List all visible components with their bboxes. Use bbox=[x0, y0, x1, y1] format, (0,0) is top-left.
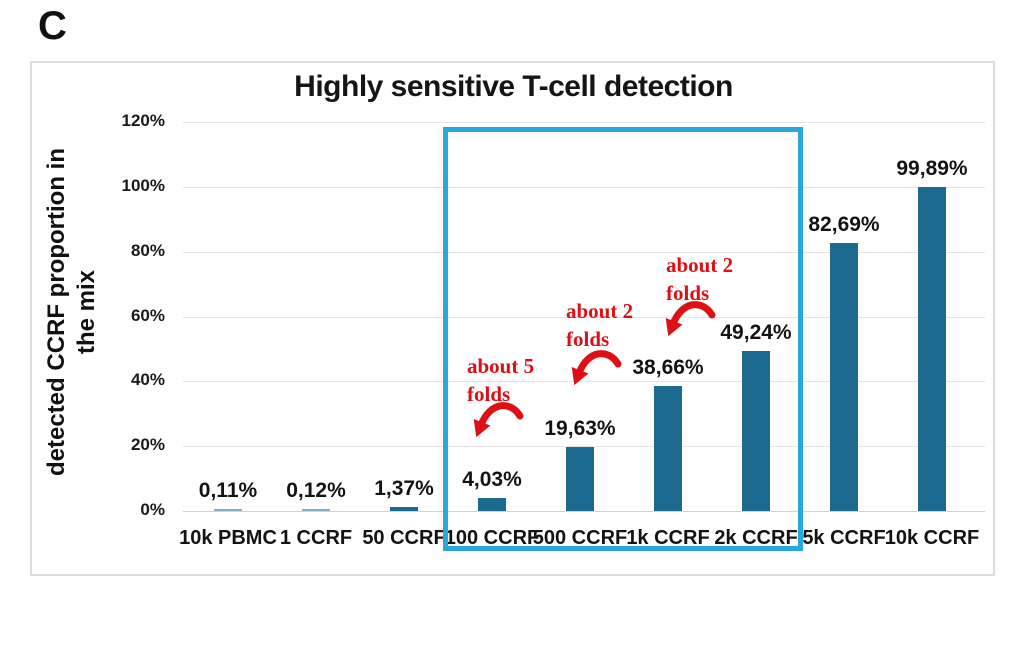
annotation-line1: about 5 bbox=[467, 354, 535, 378]
bar bbox=[214, 509, 242, 511]
bar-value-label: 99,89% bbox=[896, 157, 968, 181]
y-tick-label: 20% bbox=[130, 435, 165, 455]
chart-title: Highly sensitive T-cell detection bbox=[294, 70, 733, 103]
bar bbox=[566, 447, 594, 511]
annotation-text: about 5 folds bbox=[467, 352, 534, 408]
x-tick-label: 100 CCRF bbox=[444, 527, 540, 549]
bar bbox=[830, 242, 858, 511]
bar bbox=[390, 506, 418, 511]
gridline bbox=[183, 316, 985, 318]
x-tick-label: 10k CCRF bbox=[884, 527, 980, 549]
x-tick-label: 500 CCRF bbox=[532, 527, 628, 549]
y-tick-label: 100% bbox=[121, 175, 165, 195]
annotation-line1: about 2 bbox=[566, 299, 634, 323]
bar-value-label: 82,69% bbox=[808, 212, 880, 236]
annotation-line2: folds bbox=[467, 382, 511, 406]
y-tick-label: 40% bbox=[130, 370, 165, 390]
bar-value-label: 0,12% bbox=[286, 479, 346, 502]
curved-arrow-icon bbox=[473, 402, 524, 438]
bar bbox=[918, 187, 946, 511]
gridline bbox=[183, 122, 985, 123]
x-tick-label: 1 CCRF bbox=[279, 527, 353, 549]
x-tick-label: 50 CCRF bbox=[362, 527, 446, 549]
bar bbox=[478, 497, 506, 511]
gridline bbox=[183, 511, 985, 512]
y-axis-title-line1: detected CCRF proportion in bbox=[43, 148, 70, 476]
y-tick-label: 60% bbox=[130, 305, 165, 325]
annotation-line1: about 2 bbox=[666, 253, 734, 277]
y-tick-label: 80% bbox=[130, 240, 165, 260]
curved-arrow-icon bbox=[665, 301, 716, 337]
highlight-box bbox=[443, 127, 803, 551]
bar-value-label: 0,11% bbox=[198, 479, 258, 502]
bar-value-label: 19,63% bbox=[544, 417, 616, 441]
bar-value-label: 38,66% bbox=[632, 355, 704, 379]
bar-value-label: 4,03% bbox=[462, 467, 522, 491]
annotation-text: about 2 folds bbox=[666, 251, 733, 307]
annotation-line2: folds bbox=[666, 281, 710, 305]
curved-arrow-icon bbox=[571, 350, 622, 386]
annotation-text: about 2 folds bbox=[566, 297, 633, 353]
x-tick-label: 5k CCRF bbox=[802, 527, 886, 549]
bar bbox=[654, 385, 682, 511]
x-tick-label: 2k CCRF bbox=[714, 527, 798, 549]
gridline bbox=[183, 186, 985, 188]
annotation-line2: folds bbox=[566, 327, 610, 351]
y-tick-label: 120% bbox=[121, 111, 165, 130]
x-tick-label: 1k CCRF bbox=[626, 527, 710, 549]
y-tick-label: 0% bbox=[140, 500, 165, 519]
bar bbox=[302, 509, 330, 511]
gridline bbox=[183, 446, 985, 448]
gridline bbox=[183, 251, 985, 253]
panel-letter-label: C bbox=[38, 4, 68, 48]
x-tick-label: 10k PBMC bbox=[179, 527, 277, 549]
bar-value-label: 49,24% bbox=[720, 321, 792, 345]
bar bbox=[742, 351, 770, 511]
bar-value-label: 1,37% bbox=[374, 476, 434, 500]
